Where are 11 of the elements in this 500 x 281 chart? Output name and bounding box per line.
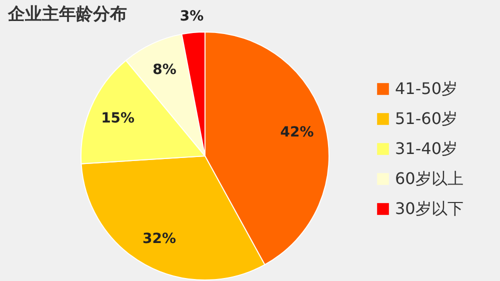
chart-title: 企业主年龄分布 [7,4,127,25]
legend-label: 30岁以下 [395,199,464,218]
legend-label: 60岁以上 [395,169,464,188]
legend-label: 41-50岁 [395,79,458,98]
legend-label: 51-60岁 [395,109,458,128]
data-label: 8% [152,62,176,78]
data-label: 42% [280,124,314,140]
data-label: 32% [142,231,176,248]
legend-label: 31-40岁 [395,139,458,158]
data-label: 15% [101,110,135,126]
data-label: 3% [180,8,204,25]
